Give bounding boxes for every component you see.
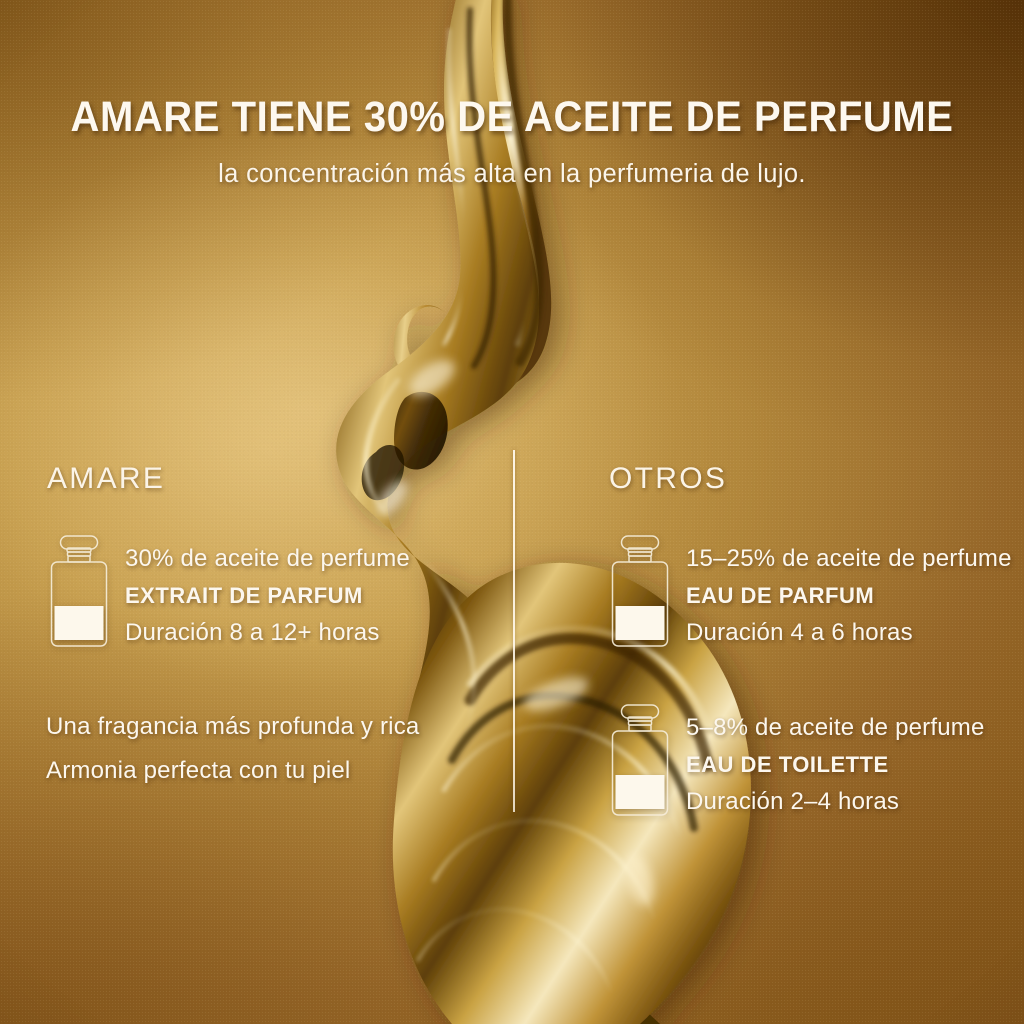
- perfume-bottle-icon: [611, 535, 669, 647]
- tier-duration: Duración 8 a 12+ horas: [125, 619, 380, 646]
- column-divider: [513, 450, 515, 812]
- tier-name: EXTRAIT DE PARFUM: [125, 583, 363, 608]
- benefit-line: Una fragancia más profunda y rica: [46, 713, 420, 740]
- tier-text-block: 15–25% de aceite de perfume EAU DE PARFU…: [686, 534, 1012, 651]
- tier-text-block: 5–8% de aceite de perfume EAU DE TOILETT…: [686, 703, 985, 820]
- column-heading-otros: OTROS: [609, 462, 728, 495]
- headline-block: AMARE TIENE 30% DE ACEITE DE PERFUME la …: [0, 96, 1024, 189]
- page-subtitle: la concentración más alta en la perfumer…: [218, 160, 806, 188]
- tier-percent: 5–8% de aceite de perfume: [686, 714, 985, 741]
- benefit-line: Armonia perfecta con tu piel: [46, 757, 351, 784]
- perfume-bottle-icon: [50, 535, 108, 647]
- tier-name: EAU DE TOILETTE: [686, 752, 889, 777]
- tier-eau-de-parfum: 15–25% de aceite de perfume EAU DE PARFU…: [606, 534, 1012, 651]
- tier-percent: 15–25% de aceite de perfume: [686, 545, 1012, 572]
- tier-duration: Duración 2–4 horas: [686, 788, 900, 815]
- benefits-list: Una fragancia más profunda y rica Armoni…: [46, 705, 419, 793]
- tier-name: EAU DE PARFUM: [686, 583, 875, 608]
- tier-duration: Duración 4 a 6 horas: [686, 619, 913, 646]
- tier-percent: 30% de aceite de perfume: [125, 545, 410, 572]
- page-title: AMARE TIENE 30% DE ACEITE DE PERFUME: [70, 93, 954, 141]
- perfume-bottle-icon: [611, 704, 669, 816]
- column-heading-amare: AMARE: [47, 462, 166, 495]
- tier-text-block: 30% de aceite de perfume EXTRAIT DE PARF…: [125, 534, 410, 651]
- tier-eau-de-toilette: 5–8% de aceite de perfume EAU DE TOILETT…: [606, 703, 985, 820]
- tier-extrait-de-parfum: 30% de aceite de perfume EXTRAIT DE PARF…: [45, 534, 410, 651]
